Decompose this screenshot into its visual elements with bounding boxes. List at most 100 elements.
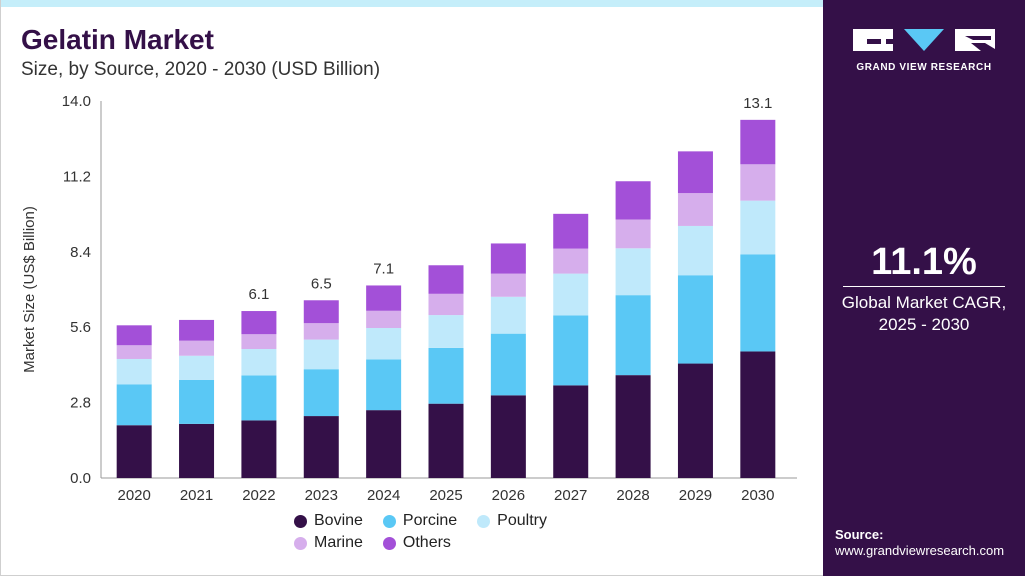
bar-segment-others [241,311,277,335]
bar-segment-marine [366,310,402,329]
bar-segment-bovine [303,416,339,478]
bar-segment-others [677,151,713,194]
bar-segment-porcine [740,254,776,352]
x-tick-label: 2030 [741,487,774,504]
legend-item-poultry: Poultry [477,512,547,530]
bar-segment-poultry [116,358,152,385]
bar-segment-porcine [366,359,402,411]
bar-total-label: 6.1 [248,286,269,303]
bar-segment-bovine [428,403,464,478]
bar-total-label: 13.1 [743,95,772,112]
x-tick-label: 2024 [367,487,400,504]
bar-segment-poultry [740,200,776,255]
bar-segment-bovine [740,351,776,478]
bar-segment-marine [241,334,277,350]
bar-segment-porcine [179,379,215,424]
bar-segment-porcine [428,347,464,404]
x-tick-label: 2027 [554,487,587,504]
bar-segment-bovine [677,363,713,478]
y-tick-label: 0.0 [70,470,91,487]
bar-segment-marine [116,345,152,359]
legend-row-1: Bovine Porcine Poultry [294,512,547,530]
legend-label-porcine: Porcine [402,512,458,529]
y-tick-label: 2.8 [70,395,91,412]
legend-swatch-marine [294,536,307,550]
bar-segment-bovine [116,425,152,478]
bar-segment-others [179,319,215,341]
bar-segment-porcine [615,295,651,376]
x-tick-label: 2021 [180,487,213,504]
source-label: Source: [835,527,884,542]
legend-label-others: Others [402,534,451,551]
bar-segment-marine [428,293,464,316]
y-tick-label: 11.2 [63,168,91,185]
y-tick-label: 5.6 [70,319,91,336]
source-url[interactable]: www.grandviewresearch.com [835,543,1005,558]
bar-segment-others [366,285,402,311]
chart-subtitle: Size, by Source, 2020 - 2030 (USD Billio… [21,59,381,80]
bar-segment-others [428,265,464,294]
bar-segment-marine [490,273,526,297]
x-tick-label: 2028 [616,487,649,504]
chart-panel: Gelatin Market Size, by Source, 2020 - 2… [0,0,823,576]
cagr-divider [843,286,1005,287]
bar-segment-porcine [303,369,339,417]
x-tick-label: 2020 [117,487,150,504]
x-tick-label: 2023 [305,487,338,504]
bar-segment-porcine [241,375,277,421]
y-tick-label: 14.0 [62,93,91,110]
bar-segment-bovine [490,395,526,478]
brand-name: GRAND VIEW RESEARCH [856,62,992,73]
bar-segment-poultry [366,328,402,360]
bar-total-label: 7.1 [373,260,394,277]
legend-label-poultry: Poultry [497,512,547,529]
bar-segment-poultry [553,273,589,316]
legend-label-marine: Marine [314,534,363,551]
legend-swatch-bovine [294,514,307,528]
legend-label-bovine: Bovine [314,512,363,529]
legend-row-2: Marine Others [294,534,451,552]
cagr-label: Global Market CAGR, 2025 - 2030 [823,292,1025,336]
bar-segment-poultry [179,355,215,380]
legend-swatch-others [382,536,396,550]
bar-segment-marine [553,248,589,274]
y-axis-title: Market Size (US$ Billion) [21,206,38,373]
top-accent-strip [0,0,823,7]
bar-segment-bovine [553,385,589,478]
x-tick-label: 2022 [242,487,275,504]
legend-item-porcine: Porcine [382,512,458,530]
bar-segment-poultry [428,315,464,348]
stacked-bar-chart: 0.0 2.8 5.6 8.4 11.2 14.0 Market Size (US$ Bil… [21,93,797,504]
bar-segment-poultry [677,225,713,276]
legend-item-marine: Marine [294,534,363,552]
sidebar: GRAND VIEW RESEARCH 11.1% Global Market … [823,0,1025,576]
bar-segment-bovine [366,410,402,478]
bar-segment-poultry [303,339,339,370]
bar-segment-others [615,181,651,220]
bar-segment-others [490,243,526,274]
bar-segment-others [303,300,339,324]
bar-segment-marine [615,219,651,249]
cagr-value: 11.1% [871,241,977,283]
cagr-label-line-1: Global Market CAGR, [841,293,1007,312]
x-tick-label: 2029 [679,487,712,504]
bar-segment-marine [740,164,776,201]
legend-swatch-porcine [382,514,396,528]
grand-view-research-logo [853,29,995,51]
legend-item-others: Others [382,534,451,552]
legend-item-bovine: Bovine [294,512,363,530]
bar-segment-bovine [615,375,651,478]
bar-segment-others [116,325,152,346]
chart-title: Gelatin Market [21,24,214,55]
x-tick-label: 2025 [429,487,462,504]
bar-segment-others [740,119,776,165]
bar-segment-bovine [241,420,277,478]
bar-total-label: 6.5 [311,275,332,292]
bar-segment-porcine [116,384,152,426]
bar-segment-bovine [179,423,215,478]
bar-segment-poultry [241,349,277,376]
bar-segment-others [553,213,589,249]
bar-segment-poultry [615,248,651,296]
cagr-label-line-2: 2025 - 2030 [878,315,970,334]
bar-segment-marine [677,193,713,226]
